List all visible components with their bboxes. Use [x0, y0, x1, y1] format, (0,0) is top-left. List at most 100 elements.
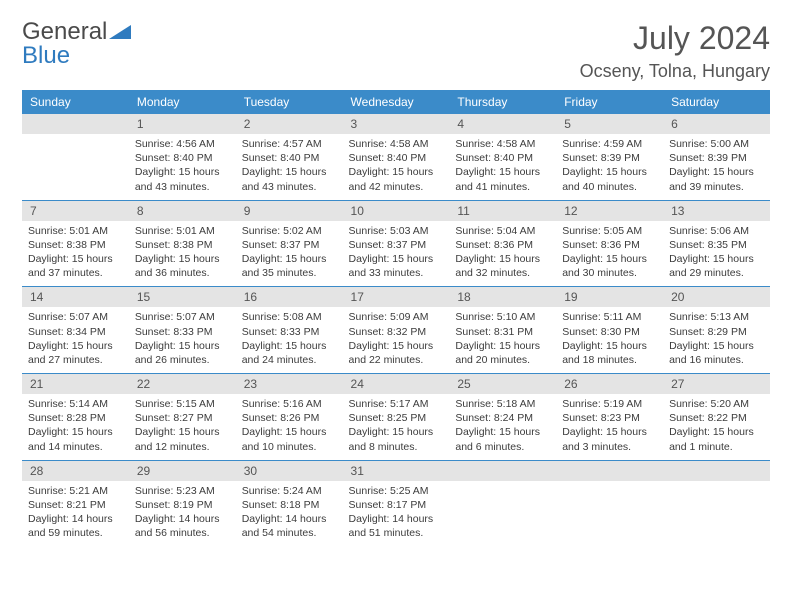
day-details: Sunrise: 5:16 AMSunset: 8:26 PMDaylight:…	[236, 394, 343, 460]
sunset-line: Sunset: 8:31 PM	[455, 325, 550, 339]
sunrise-line: Sunrise: 5:16 AM	[242, 397, 337, 411]
day-number: 31	[343, 461, 450, 481]
daylight-line: Daylight: 14 hours and 59 minutes.	[28, 512, 123, 540]
day-number: 4	[449, 114, 556, 134]
calendar-cell: 23Sunrise: 5:16 AMSunset: 8:26 PMDayligh…	[236, 374, 343, 461]
sunset-line: Sunset: 8:39 PM	[562, 151, 657, 165]
daylight-line: Daylight: 15 hours and 40 minutes.	[562, 165, 657, 193]
sunset-line: Sunset: 8:17 PM	[349, 498, 444, 512]
calendar-cell: 3Sunrise: 4:58 AMSunset: 8:40 PMDaylight…	[343, 114, 450, 200]
sunset-line: Sunset: 8:40 PM	[242, 151, 337, 165]
day-details: Sunrise: 4:59 AMSunset: 8:39 PMDaylight:…	[556, 134, 663, 200]
sunset-line: Sunset: 8:40 PM	[135, 151, 230, 165]
day-number: 12	[556, 201, 663, 221]
sunset-line: Sunset: 8:32 PM	[349, 325, 444, 339]
calendar-cell: 1Sunrise: 4:56 AMSunset: 8:40 PMDaylight…	[129, 114, 236, 200]
sunset-line: Sunset: 8:27 PM	[135, 411, 230, 425]
day-details: Sunrise: 5:04 AMSunset: 8:36 PMDaylight:…	[449, 221, 556, 287]
sunrise-line: Sunrise: 5:01 AM	[28, 224, 123, 238]
sunrise-line: Sunrise: 5:01 AM	[135, 224, 230, 238]
sunset-line: Sunset: 8:26 PM	[242, 411, 337, 425]
sunset-line: Sunset: 8:23 PM	[562, 411, 657, 425]
daylight-line: Daylight: 15 hours and 3 minutes.	[562, 425, 657, 453]
day-number: 26	[556, 374, 663, 394]
day-number: 6	[663, 114, 770, 134]
sunset-line: Sunset: 8:18 PM	[242, 498, 337, 512]
day-number	[663, 461, 770, 481]
calendar-cell: 31Sunrise: 5:25 AMSunset: 8:17 PMDayligh…	[343, 460, 450, 546]
sunset-line: Sunset: 8:29 PM	[669, 325, 764, 339]
brand-word1: General	[22, 18, 107, 45]
daylight-line: Daylight: 15 hours and 12 minutes.	[135, 425, 230, 453]
daylight-line: Daylight: 15 hours and 26 minutes.	[135, 339, 230, 367]
day-header: Thursday	[449, 90, 556, 114]
sunrise-line: Sunrise: 5:13 AM	[669, 310, 764, 324]
calendar-cell: 29Sunrise: 5:23 AMSunset: 8:19 PMDayligh…	[129, 460, 236, 546]
day-number: 8	[129, 201, 236, 221]
sunset-line: Sunset: 8:35 PM	[669, 238, 764, 252]
day-header: Monday	[129, 90, 236, 114]
daylight-line: Daylight: 15 hours and 16 minutes.	[669, 339, 764, 367]
day-number: 7	[22, 201, 129, 221]
day-number: 1	[129, 114, 236, 134]
sunrise-line: Sunrise: 5:03 AM	[349, 224, 444, 238]
day-details: Sunrise: 5:23 AMSunset: 8:19 PMDaylight:…	[129, 481, 236, 547]
day-number: 22	[129, 374, 236, 394]
calendar-cell: 19Sunrise: 5:11 AMSunset: 8:30 PMDayligh…	[556, 287, 663, 374]
sunrise-line: Sunrise: 5:00 AM	[669, 137, 764, 151]
calendar-cell	[663, 460, 770, 546]
calendar-cell: 17Sunrise: 5:09 AMSunset: 8:32 PMDayligh…	[343, 287, 450, 374]
sunset-line: Sunset: 8:21 PM	[28, 498, 123, 512]
sunrise-line: Sunrise: 5:10 AM	[455, 310, 550, 324]
calendar-week: 28Sunrise: 5:21 AMSunset: 8:21 PMDayligh…	[22, 460, 770, 546]
daylight-line: Daylight: 15 hours and 41 minutes.	[455, 165, 550, 193]
daylight-line: Daylight: 15 hours and 43 minutes.	[242, 165, 337, 193]
sunrise-line: Sunrise: 5:24 AM	[242, 484, 337, 498]
calendar-cell: 16Sunrise: 5:08 AMSunset: 8:33 PMDayligh…	[236, 287, 343, 374]
calendar-cell: 18Sunrise: 5:10 AMSunset: 8:31 PMDayligh…	[449, 287, 556, 374]
calendar-cell: 26Sunrise: 5:19 AMSunset: 8:23 PMDayligh…	[556, 374, 663, 461]
day-number: 13	[663, 201, 770, 221]
day-details: Sunrise: 5:11 AMSunset: 8:30 PMDaylight:…	[556, 307, 663, 373]
day-number: 2	[236, 114, 343, 134]
title-block: July 2024 Ocseny, Tolna, Hungary	[580, 20, 770, 82]
daylight-line: Daylight: 15 hours and 35 minutes.	[242, 252, 337, 280]
sunset-line: Sunset: 8:25 PM	[349, 411, 444, 425]
daylight-line: Daylight: 15 hours and 10 minutes.	[242, 425, 337, 453]
daylight-line: Daylight: 15 hours and 37 minutes.	[28, 252, 123, 280]
day-number: 19	[556, 287, 663, 307]
day-details: Sunrise: 5:14 AMSunset: 8:28 PMDaylight:…	[22, 394, 129, 460]
day-number: 23	[236, 374, 343, 394]
daylight-line: Daylight: 15 hours and 27 minutes.	[28, 339, 123, 367]
calendar-week: 7Sunrise: 5:01 AMSunset: 8:38 PMDaylight…	[22, 200, 770, 287]
sunrise-line: Sunrise: 5:19 AM	[562, 397, 657, 411]
day-number: 21	[22, 374, 129, 394]
daylight-line: Daylight: 15 hours and 20 minutes.	[455, 339, 550, 367]
sunrise-line: Sunrise: 5:20 AM	[669, 397, 764, 411]
day-number: 20	[663, 287, 770, 307]
day-details: Sunrise: 5:09 AMSunset: 8:32 PMDaylight:…	[343, 307, 450, 373]
day-details: Sunrise: 5:00 AMSunset: 8:39 PMDaylight:…	[663, 134, 770, 200]
sunrise-line: Sunrise: 5:09 AM	[349, 310, 444, 324]
sunrise-line: Sunrise: 4:58 AM	[349, 137, 444, 151]
daylight-line: Daylight: 15 hours and 33 minutes.	[349, 252, 444, 280]
sunset-line: Sunset: 8:28 PM	[28, 411, 123, 425]
day-details: Sunrise: 5:19 AMSunset: 8:23 PMDaylight:…	[556, 394, 663, 460]
calendar-cell: 21Sunrise: 5:14 AMSunset: 8:28 PMDayligh…	[22, 374, 129, 461]
sunrise-line: Sunrise: 5:07 AM	[28, 310, 123, 324]
day-details: Sunrise: 5:10 AMSunset: 8:31 PMDaylight:…	[449, 307, 556, 373]
calendar-cell	[22, 114, 129, 200]
sunrise-line: Sunrise: 5:21 AM	[28, 484, 123, 498]
calendar-cell: 10Sunrise: 5:03 AMSunset: 8:37 PMDayligh…	[343, 200, 450, 287]
daylight-line: Daylight: 15 hours and 30 minutes.	[562, 252, 657, 280]
day-number: 15	[129, 287, 236, 307]
day-details: Sunrise: 5:03 AMSunset: 8:37 PMDaylight:…	[343, 221, 450, 287]
brand-logo: General Blue	[22, 20, 131, 68]
day-details: Sunrise: 5:08 AMSunset: 8:33 PMDaylight:…	[236, 307, 343, 373]
day-details: Sunrise: 5:07 AMSunset: 8:34 PMDaylight:…	[22, 307, 129, 373]
sunrise-line: Sunrise: 5:05 AM	[562, 224, 657, 238]
sunrise-line: Sunrise: 4:58 AM	[455, 137, 550, 151]
day-details: Sunrise: 4:58 AMSunset: 8:40 PMDaylight:…	[343, 134, 450, 200]
sunset-line: Sunset: 8:37 PM	[349, 238, 444, 252]
day-details: Sunrise: 5:24 AMSunset: 8:18 PMDaylight:…	[236, 481, 343, 547]
